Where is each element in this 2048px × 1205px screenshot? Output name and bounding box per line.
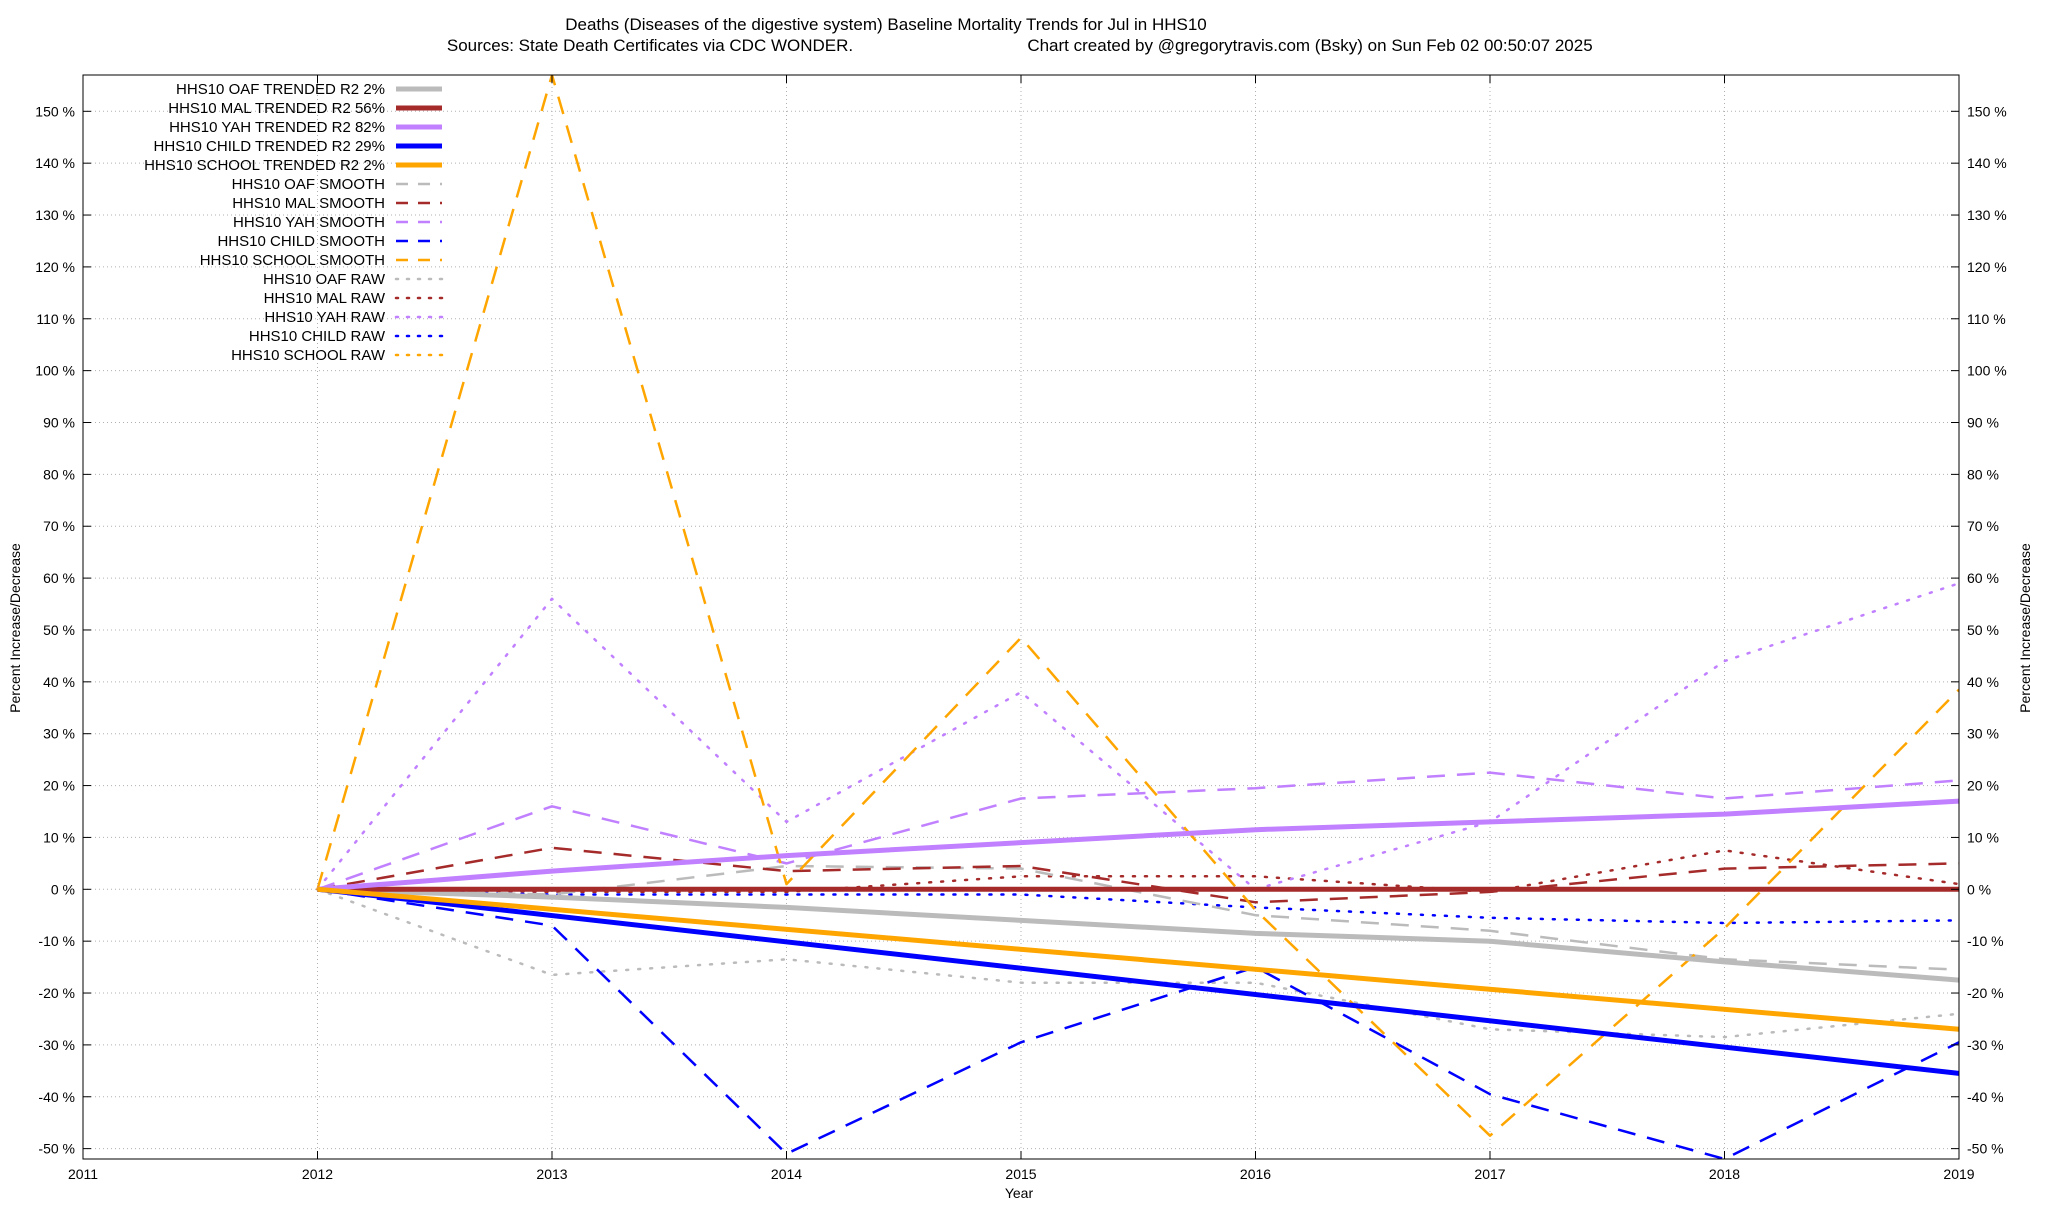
y-tick-label-right: 40 % — [1967, 674, 1999, 690]
legend-label-hhs10-oaf-trended-r2-2: HHS10 OAF TRENDED R2 2% — [176, 81, 385, 98]
y-tick-label-right: -10 % — [1967, 933, 2004, 949]
legend-label-hhs10-school-raw: HHS10 SCHOOL RAW — [231, 347, 386, 364]
plot-series — [316, 75, 1959, 1159]
legend-label-hhs10-mal-trended-r2-56: HHS10 MAL TRENDED R2 56% — [168, 100, 385, 117]
series-line-hhs10-oaf-raw — [316, 888, 1959, 1039]
y-tick-label-right: 120 % — [1967, 259, 2007, 275]
y-tick-label-left: 140 % — [35, 155, 75, 171]
chart-subtitle-source: Sources: State Death Certificates via CD… — [447, 36, 853, 55]
legend-label-hhs10-yah-raw: HHS10 YAH RAW — [264, 309, 385, 326]
axis-ticks: 2011 2012 2013 2014 2015 2016 2017 2018 2019 -50 … — [35, 75, 2007, 1182]
y-tick-label-right: 0 % — [1967, 881, 1991, 897]
legend-label-hhs10-child-raw: HHS10 CHILD RAW — [249, 328, 386, 345]
y-tick-label-right: 80 % — [1967, 466, 1999, 482]
y-axis-label-left: Percent Increase/Decrease — [7, 543, 23, 713]
y-tick-label-right: 20 % — [1967, 778, 1999, 794]
legend-label-hhs10-yah-trended-r2-82: HHS10 YAH TRENDED R2 82% — [169, 119, 385, 136]
x-tick-label: 2012 — [302, 1166, 333, 1182]
legend-label-hhs10-child-trended-r2-29: HHS10 CHILD TRENDED R2 29% — [154, 138, 385, 155]
y-tick-label-left: 120 % — [35, 259, 75, 275]
y-tick-label-left: -20 % — [38, 985, 75, 1001]
legend-label-hhs10-yah-smooth: HHS10 YAH SMOOTH — [233, 214, 385, 231]
legend-label-hhs10-mal-raw: HHS10 MAL RAW — [264, 290, 386, 307]
legend-label-hhs10-school-smooth: HHS10 SCHOOL SMOOTH — [200, 252, 385, 269]
series-line-hhs10-yah-raw — [316, 582, 1959, 891]
y-tick-label-left: 90 % — [43, 415, 75, 431]
y-tick-label-right: 90 % — [1967, 415, 1999, 431]
series-line-hhs10-yah-smooth — [317, 771, 1959, 891]
y-tick-label-left: -30 % — [38, 1037, 75, 1053]
y-tick-label-right: 110 % — [1967, 311, 2006, 327]
y-tick-label-left: 20 % — [43, 778, 75, 794]
series-line-hhs10-oaf-trended-r2-2 — [317, 886, 1959, 983]
chart-subtitle-credit: Chart created by @gregorytravis.com (Bsk… — [1027, 36, 1592, 55]
legend-label-hhs10-child-smooth: HHS10 CHILD SMOOTH — [217, 233, 385, 250]
x-tick-label: 2018 — [1709, 1166, 1740, 1182]
y-tick-label-right: 50 % — [1967, 622, 1999, 638]
y-tick-label-left: -50 % — [38, 1141, 75, 1157]
y-tick-label-right: 150 % — [1967, 103, 2007, 119]
x-tick-label: 2019 — [1943, 1166, 1974, 1182]
x-tick-label: 2017 — [1474, 1166, 1505, 1182]
x-tick-label: 2014 — [771, 1166, 802, 1182]
x-tick-label: 2011 — [68, 1166, 98, 1182]
y-tick-label-right: 70 % — [1967, 518, 1999, 534]
y-tick-label-right: 10 % — [1967, 829, 1999, 845]
y-tick-label-left: 10 % — [43, 829, 75, 845]
series-line-hhs10-school-trended-r2-2 — [317, 886, 1959, 1032]
x-tick-label: 2015 — [1005, 1166, 1036, 1182]
y-tick-label-right: 30 % — [1967, 726, 1999, 742]
legend-label-hhs10-mal-smooth: HHS10 MAL SMOOTH — [232, 195, 385, 212]
y-tick-label-right: -30 % — [1967, 1037, 2004, 1053]
x-tick-label: 2016 — [1240, 1166, 1271, 1182]
y-axis-label-right: Percent Increase/Decrease — [2017, 543, 2033, 713]
chart-title: Deaths (Diseases of the digestive system… — [565, 15, 1207, 34]
y-tick-label-left: -40 % — [38, 1089, 75, 1105]
y-tick-label-right: 100 % — [1967, 363, 2007, 379]
series-line-hhs10-mal-smooth — [317, 846, 1959, 904]
x-tick-label: 2013 — [536, 1166, 567, 1182]
y-tick-label-right: -20 % — [1967, 985, 2004, 1001]
y-tick-label-right: 130 % — [1967, 207, 2007, 223]
y-tick-label-right: -40 % — [1967, 1089, 2004, 1105]
legend-label-hhs10-oaf-smooth: HHS10 OAF SMOOTH — [232, 176, 385, 193]
y-tick-label-left: 70 % — [43, 518, 75, 534]
y-tick-label-right: 140 % — [1967, 155, 2007, 171]
legend: HHS10 OAF TRENDED R2 2% HHS10 MAL TRENDED… — [144, 81, 444, 364]
y-tick-label-right: 60 % — [1967, 570, 1999, 586]
y-tick-label-left: 30 % — [43, 726, 75, 742]
y-tick-label-left: 110 % — [36, 311, 75, 327]
x-axis-label: Year — [1005, 1185, 1034, 1200]
y-tick-label-left: 150 % — [35, 103, 75, 119]
series-line-hhs10-child-trended-r2-29 — [317, 886, 1959, 1076]
y-tick-label-right: -50 % — [1967, 1141, 2004, 1157]
y-tick-label-left: 60 % — [43, 570, 75, 586]
series-line-hhs10-child-smooth — [317, 888, 1959, 1159]
series-line-hhs10-yah-trended-r2-82 — [317, 798, 1959, 892]
y-tick-label-left: 40 % — [43, 674, 75, 690]
y-tick-label-left: 80 % — [43, 466, 75, 482]
legend-label-hhs10-school-trended-r2-2: HHS10 SCHOOL TRENDED R2 2% — [144, 157, 385, 174]
y-tick-label-left: 100 % — [35, 363, 75, 379]
y-tick-label-left: -10 % — [38, 933, 75, 949]
y-tick-label-left: 0 % — [51, 881, 75, 897]
y-tick-label-left: 50 % — [43, 622, 75, 638]
y-tick-label-left: 130 % — [35, 207, 75, 223]
series-line-hhs10-school-smooth — [316, 75, 1959, 1137]
series-line-hhs10-child-raw — [316, 888, 1959, 925]
legend-label-hhs10-oaf-raw: HHS10 OAF RAW — [263, 271, 386, 288]
